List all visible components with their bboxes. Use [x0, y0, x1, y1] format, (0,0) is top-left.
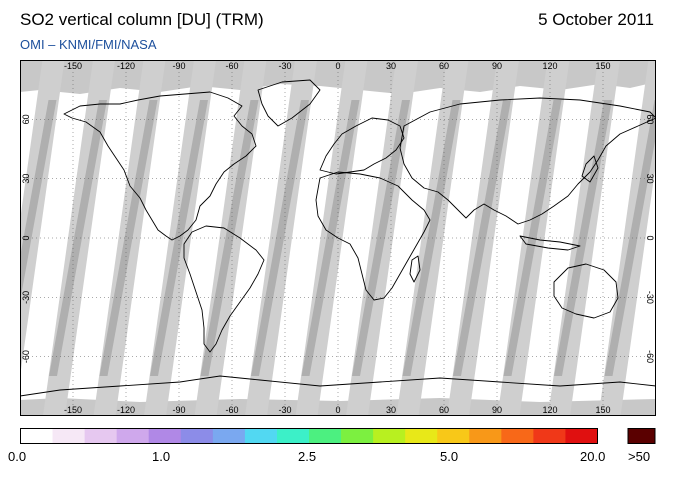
orbit-gap-overlap-band — [352, 100, 410, 376]
colorbar-label-0: 0.0 — [8, 449, 27, 464]
latitude-tick-label: -60 — [645, 350, 655, 363]
longitude-tick-label: -120 — [117, 61, 135, 71]
orbit-gap-overlap-band — [453, 100, 511, 376]
orbit-gap-overlap-band — [20, 100, 57, 302]
coast-australia — [553, 263, 619, 319]
graticule-grid — [20, 60, 656, 416]
so2-world-map: -150 -120 -90 -60 -30 0 30 60 90 120 150 -150 -120-… — [20, 60, 656, 416]
latitude-tick-label: -30 — [645, 291, 655, 304]
latitude-tick-label: -60 — [21, 350, 31, 363]
map-title: SO2 vertical column [DU] (TRM) — [20, 10, 264, 29]
data-credit: OMI – KNMI/FMI/NASA — [20, 37, 157, 52]
antarctic-no-data-region — [20, 398, 656, 416]
longitude-tick-label: -90 — [172, 61, 185, 71]
coast-north-america — [63, 91, 257, 241]
so2-colorbar — [20, 428, 656, 444]
colorbar-cell — [501, 428, 534, 444]
colorbar-label-1: 1.0 — [152, 449, 171, 464]
colorbar-label-2: 2.5 — [298, 449, 317, 464]
colorbar-cell — [437, 428, 470, 444]
latitude-labels-left: 60 30 0 -30 -60 — [21, 114, 31, 363]
colorbar-cell — [244, 428, 278, 444]
coast-south-america — [183, 225, 265, 353]
longitude-tick-label: -30 — [278, 61, 291, 71]
orbit-gap-swath — [598, 60, 656, 416]
colorbar-label-3: 5.0 — [440, 449, 459, 464]
longitude-tick-label: -30 — [278, 405, 291, 415]
longitude-labels-top: -150 -120 -90 -60 -30 0 30 60 90 120 150 — [64, 61, 611, 71]
latitude-labels-right: 60 30 0 -30 -60 — [645, 114, 655, 363]
longitude-tick-label: 150 — [595, 405, 610, 415]
coast-asia — [399, 97, 656, 225]
colorbar-cell — [52, 428, 86, 444]
longitude-labels-bottom: -150 -120 -90 -60 -30 0 30 60 90 120 150 — [64, 405, 611, 415]
colorbar-cell — [180, 428, 214, 444]
latitude-tick-label: -30 — [21, 291, 31, 304]
longitude-tick-label: -120 — [117, 405, 135, 415]
orbit-gap-overlap-band — [200, 100, 259, 376]
coastlines — [20, 79, 656, 397]
colorbar-cell — [148, 428, 182, 444]
longitude-tick-label: 90 — [492, 405, 502, 415]
colorbar-cell — [405, 428, 438, 444]
longitude-tick-label: 120 — [542, 405, 557, 415]
orbit-gap-overlap-band — [150, 100, 208, 376]
longitude-tick-label: -150 — [64, 61, 82, 71]
orbit-gap-overlap-band — [301, 100, 360, 376]
coast-madagascar — [409, 255, 421, 283]
longitude-tick-label: -90 — [172, 405, 185, 415]
colorbar-frame — [20, 428, 598, 444]
colorbar-cell — [309, 428, 342, 444]
colorbar-cell — [565, 428, 598, 444]
longitude-tick-label: 150 — [595, 61, 610, 71]
map-frame — [20, 60, 656, 416]
coast-indonesia — [519, 235, 581, 251]
colorbar-overflow-swatch — [627, 428, 656, 444]
orbit-gap-overlap-band — [402, 100, 461, 376]
latitude-tick-label: 60 — [21, 114, 31, 124]
latitude-tick-label: 0 — [21, 235, 31, 240]
latitude-tick-label: 0 — [645, 235, 655, 240]
latitude-tick-label: 30 — [21, 174, 31, 184]
map-date: 5 October 2011 — [538, 10, 654, 29]
colorbar-cell — [20, 428, 53, 444]
longitude-tick-label: 60 — [439, 405, 449, 415]
coast-japan — [581, 155, 599, 183]
colorbar-cell — [276, 428, 310, 444]
longitude-tick-label: 60 — [439, 61, 449, 71]
latitude-tick-label: 30 — [645, 174, 655, 184]
longitude-tick-label: 90 — [492, 61, 502, 71]
colorbar-cell — [212, 428, 246, 444]
colorbar-cell — [469, 428, 502, 444]
longitude-tick-label: 0 — [335, 61, 340, 71]
longitude-tick-label: -150 — [64, 405, 82, 415]
longitude-tick-label: 0 — [335, 405, 340, 415]
colorbar-cell — [341, 428, 374, 444]
longitude-tick-label: 120 — [542, 61, 557, 71]
coast-europe — [319, 117, 405, 175]
orbit-gap-overlap-band — [49, 100, 107, 376]
colorbar-overflow-label: >50 — [628, 449, 651, 464]
colorbar-cell — [373, 428, 406, 444]
orbit-gap-overlap-band — [604, 100, 656, 376]
longitude-tick-label: 30 — [386, 405, 396, 415]
coast-antarctica — [20, 375, 656, 397]
colorbar-cell — [533, 428, 566, 444]
longitude-tick-label: -60 — [225, 405, 238, 415]
colorbar-cell — [116, 428, 150, 444]
coast-africa — [315, 171, 431, 301]
longitude-tick-label: -60 — [225, 61, 238, 71]
longitude-tick-label: 30 — [386, 61, 396, 71]
latitude-tick-label: 60 — [645, 114, 655, 124]
coast-greenland — [257, 79, 321, 127]
colorbar-cell — [84, 428, 118, 444]
colorbar-label-4: 20.0 — [580, 449, 606, 464]
